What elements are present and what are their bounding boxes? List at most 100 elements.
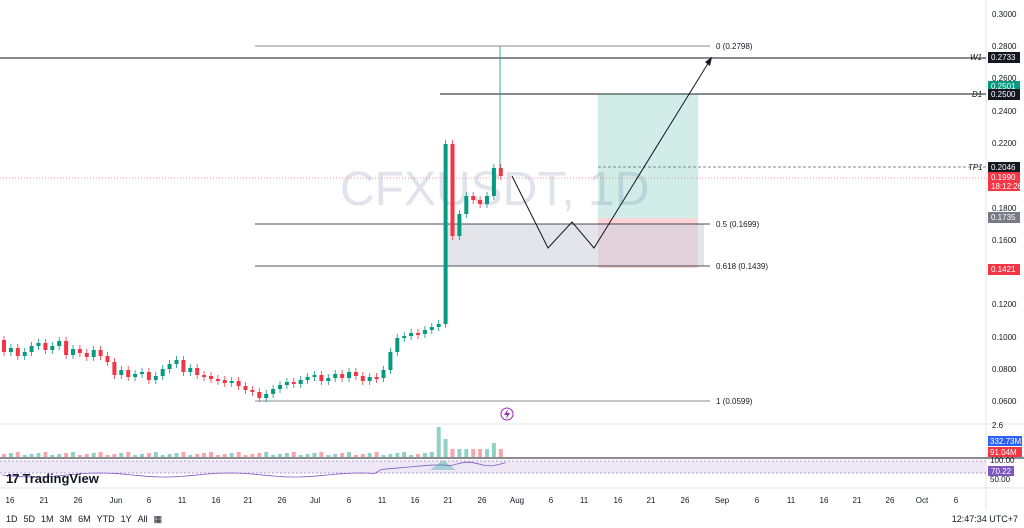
timeframe-all[interactable]: All: [137, 514, 148, 524]
candle-body: [284, 382, 289, 385]
timeframe-5d[interactable]: 5D: [23, 514, 36, 524]
volume-bar: [215, 455, 220, 457]
candle-body: [71, 349, 75, 355]
volume-bar: [305, 454, 310, 457]
clock[interactable]: 12:47:34 UTC+7: [951, 514, 1018, 524]
candle-body: [250, 390, 255, 392]
volume-bar: [347, 452, 351, 457]
candle-body: [319, 375, 324, 381]
volume-bar: [367, 453, 372, 457]
candle-body: [229, 381, 234, 383]
volume-bar: [146, 453, 151, 457]
time-tick: 21: [647, 496, 656, 505]
projection-path[interactable]: [511, 56, 713, 249]
volume-bar: [181, 452, 186, 457]
volume-bar: [57, 454, 62, 457]
volume-bar: [195, 454, 200, 457]
candle-body: [50, 346, 55, 350]
candle-body: [374, 377, 379, 379]
volume-bar: [471, 449, 476, 457]
timeframe-1y[interactable]: 1Y: [120, 514, 132, 524]
price-tick: 0.2600: [992, 74, 1017, 83]
bottom-toolbar: 1D 5D 1M 3M 6M YTD 1Y All ▦ 12:47:34 UTC…: [0, 510, 1024, 528]
volume-bar: [15, 452, 20, 457]
candle-body: [167, 364, 172, 369]
candle-body: [395, 338, 400, 352]
candle-body: [215, 379, 220, 381]
volume-bar: [2, 454, 6, 457]
volume-bar: [374, 452, 379, 457]
candle-body: [436, 324, 441, 327]
timeframe-1m[interactable]: 1M: [41, 514, 54, 524]
volume-bar: [409, 455, 414, 457]
candle-body: [105, 356, 110, 362]
candle-body: [471, 196, 476, 200]
time-tick: 26: [278, 496, 287, 505]
candle-body: [222, 380, 227, 383]
volume-bar: [8, 453, 13, 457]
price-tick: 0.1600: [992, 236, 1017, 245]
volume-bar: [340, 453, 345, 457]
volume-bar: [416, 454, 420, 457]
price-tag-0.2501: 0.2501: [991, 82, 1016, 91]
timeframe-ytd[interactable]: YTD: [96, 514, 115, 524]
volume-bar: [50, 455, 55, 457]
price-tick: 0.1000: [992, 333, 1017, 342]
volume-bar: [402, 452, 407, 457]
time-tick: Aug: [510, 496, 524, 505]
volume-bar: [167, 454, 172, 457]
fib-retracement[interactable]: 0 (0.2798) 0.5 (0.1699) 0.618 (0.1439) 1…: [255, 42, 768, 406]
volume-series: [2, 427, 503, 457]
candle-body: [181, 360, 186, 372]
candle-body: [57, 341, 62, 346]
volume-bar: [319, 452, 324, 457]
volume-bar: [105, 455, 110, 457]
volume-bar: [243, 455, 248, 457]
d1-tag: 0.2500: [991, 90, 1016, 99]
price-tags[interactable]: W1 0.2733 0.2501 D1 0.2500 TP1 0.2046 0.…: [968, 52, 1023, 476]
candle-body: [278, 385, 282, 389]
candle-body: [485, 196, 489, 204]
time-axis[interactable]: 16 21 26 Jun 6 11 16 21 26 Jul 6 11 16 21 26 Aug 6 11 16 21…: [6, 496, 959, 505]
volume-bar: [278, 454, 282, 457]
date-range-calendar-icon[interactable]: ▦: [153, 513, 163, 524]
candle-body: [381, 370, 386, 378]
volume-bar: [498, 449, 503, 457]
w1-tag: 0.2733: [991, 53, 1016, 62]
candlestick-series: [2, 46, 503, 402]
volume-bar: [43, 452, 48, 457]
volume-bar: [112, 454, 117, 457]
candle-body: [140, 372, 144, 374]
price-axis[interactable]: 0.3000 0.2800 0.2600 0.2400 0.2200 0.180…: [990, 10, 1017, 484]
time-tick: 6: [347, 496, 352, 505]
candle-body: [77, 349, 82, 353]
time-tick: 11: [787, 496, 796, 505]
volume-bar: [298, 455, 303, 457]
volume-bar: [22, 455, 27, 457]
tp1-tag: 0.2046: [991, 163, 1016, 172]
timeframe-1d[interactable]: 1D: [6, 514, 18, 524]
candle-body: [209, 376, 213, 379]
candle-body: [236, 381, 241, 386]
time-tick: 21: [244, 496, 253, 505]
last-price-tag: 0.1990: [991, 173, 1016, 182]
volume-bar: [91, 453, 96, 457]
event-lightning-icon[interactable]: [500, 407, 514, 421]
timeframe-6m[interactable]: 6M: [78, 514, 91, 524]
timeframe-3m[interactable]: 3M: [59, 514, 73, 524]
volume-bar: [429, 452, 434, 457]
candle-body: [498, 168, 503, 176]
volume-bar: [284, 453, 289, 457]
candle-body: [202, 375, 207, 377]
candle-body: [119, 370, 124, 375]
tradingview-logo[interactable]: 17 TradingView: [6, 471, 99, 486]
time-tick: 11: [580, 496, 589, 505]
target-zone[interactable]: [598, 94, 698, 218]
volume-bar: [77, 455, 82, 457]
candle-body: [133, 374, 138, 377]
candle-body: [188, 368, 193, 372]
price-tick: 0.0600: [992, 397, 1017, 406]
candle-body: [333, 374, 338, 378]
candle-body: [422, 330, 427, 334]
